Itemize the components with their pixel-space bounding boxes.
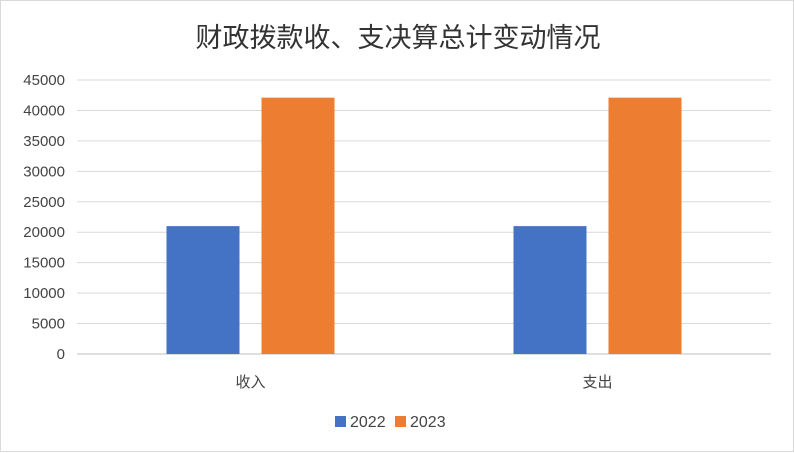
y-tick-label: 0	[57, 346, 65, 363]
legend-label-2023: 2023	[410, 414, 446, 431]
y-tick-label: 20000	[23, 224, 65, 241]
bar-2022-1	[513, 226, 587, 354]
legend-label-2022: 2022	[350, 414, 386, 431]
chart-title: 财政拨款收、支决算总计变动情况	[196, 23, 601, 54]
y-tick-label: 30000	[23, 163, 65, 180]
legend-swatch-2022	[335, 416, 346, 427]
y-tick-label: 10000	[23, 285, 65, 302]
y-axis: 0 5000 10000 15000 20000 25000 30000 35000 40000…	[23, 72, 65, 363]
legend: 2022 2023	[335, 414, 446, 431]
y-tick-label: 5000	[32, 316, 65, 333]
y-tick-label: 25000	[23, 194, 65, 211]
y-tick-label: 15000	[23, 255, 65, 272]
x-axis: 收入 支出	[235, 373, 612, 391]
legend-swatch-2023	[395, 416, 406, 427]
x-category-label: 支出	[582, 373, 612, 391]
bar-2022-0	[166, 226, 240, 354]
bar-2023-1	[608, 97, 682, 354]
bar-2023-0	[261, 97, 335, 354]
y-tick-label: 45000	[23, 72, 65, 89]
y-tick-label: 40000	[23, 102, 65, 119]
x-category-label: 收入	[235, 373, 265, 391]
y-tick-label: 35000	[23, 133, 65, 150]
bars	[166, 97, 682, 354]
